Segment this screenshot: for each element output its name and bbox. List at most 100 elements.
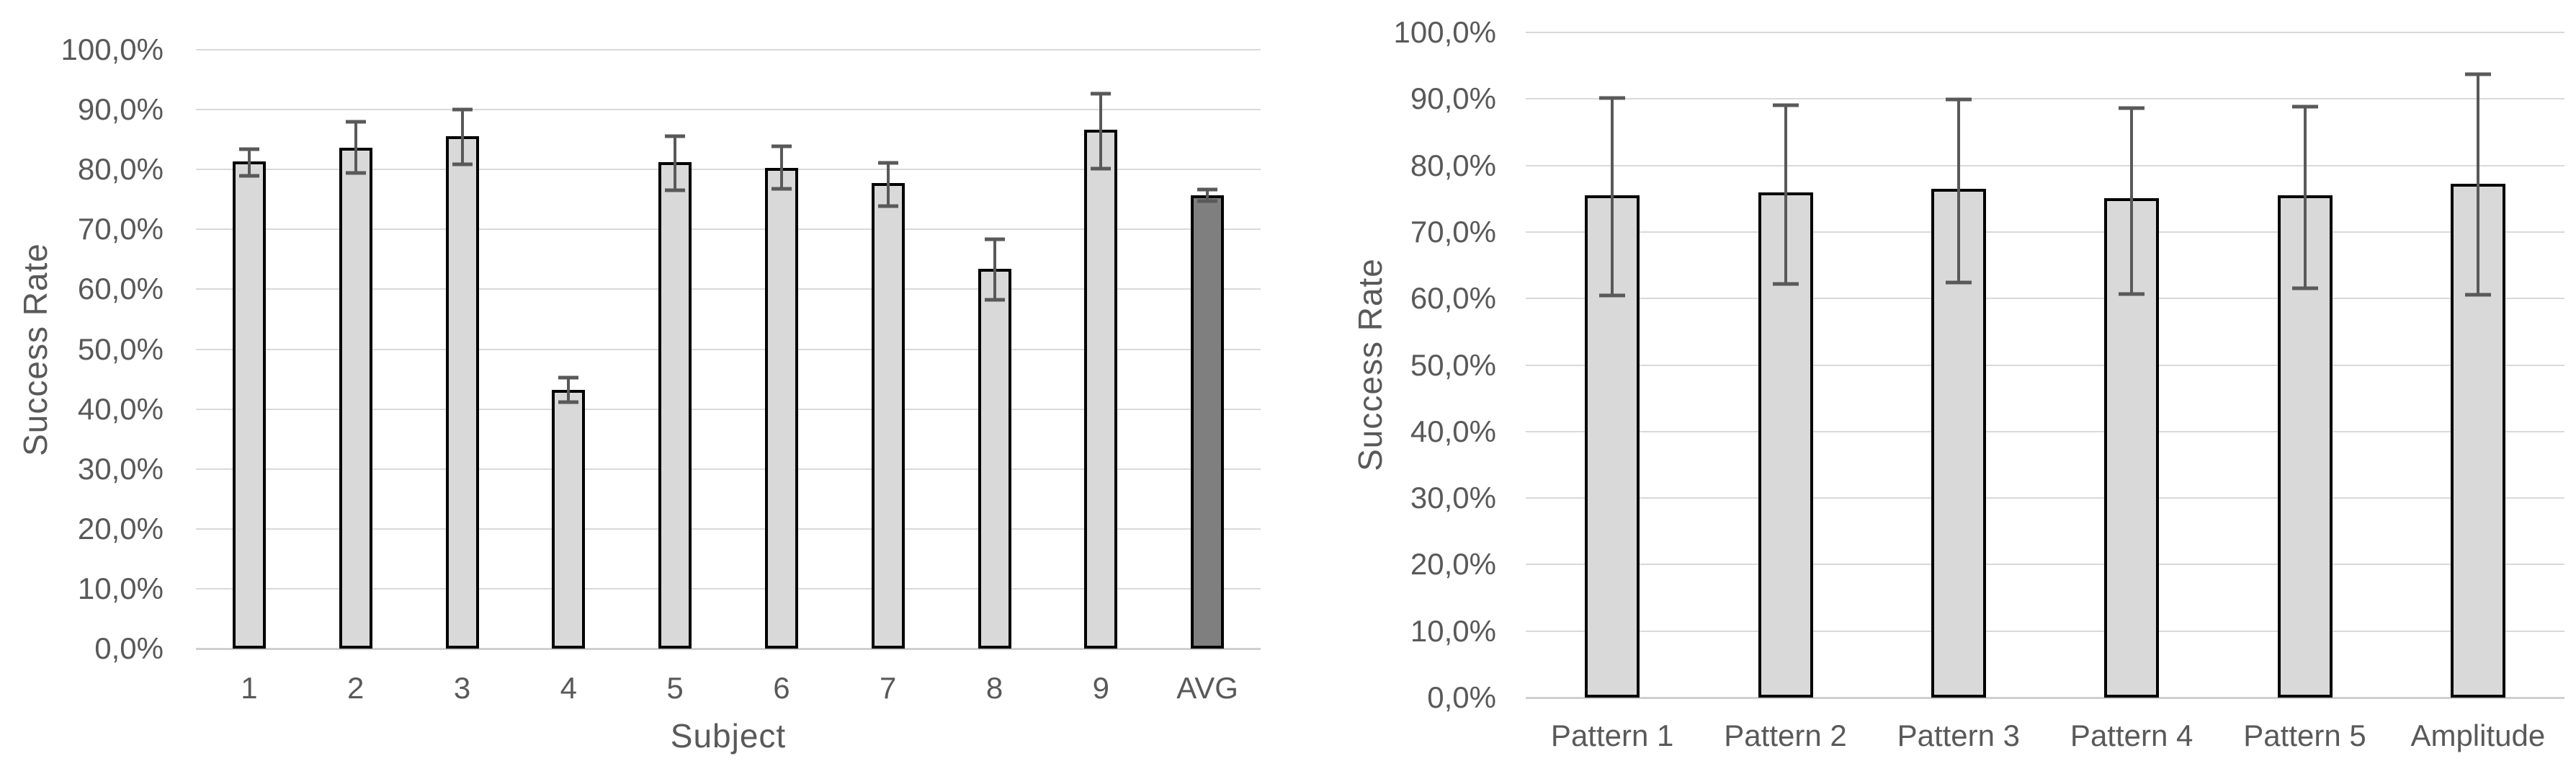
x-category-label-pattern-5: Pattern 5 <box>2243 719 2366 752</box>
y-tick-label-50: 50,0% <box>77 332 164 366</box>
bar-9 <box>1084 129 1118 649</box>
error-cap-bottom-7 <box>877 204 898 208</box>
error-bar-6 <box>779 146 783 189</box>
gridline-20 <box>1526 564 2564 566</box>
gridline-40 <box>1526 430 2564 432</box>
error-bar-4 <box>567 377 571 402</box>
error-cap-top-pattern-5 <box>2291 104 2318 109</box>
y-tick-label-0: 0,0% <box>94 631 164 665</box>
gridline-90 <box>1526 98 2564 100</box>
error-cap-top-3 <box>452 107 473 112</box>
error-cap-bottom-5 <box>665 188 686 192</box>
y-tick-label-30: 30,0% <box>1410 481 1496 515</box>
gridline-30 <box>196 468 1261 470</box>
y-tick-label-30: 30,0% <box>77 451 164 486</box>
error-bar-pattern-2 <box>1784 104 1787 284</box>
error-cap-top-6 <box>771 144 792 148</box>
bar-pattern-2 <box>1758 192 1813 698</box>
error-bar-3 <box>460 110 464 164</box>
error-bar-7 <box>886 163 890 206</box>
x-category-label-7: 7 <box>880 671 897 705</box>
gridline-80 <box>196 169 1261 171</box>
bar-6 <box>764 167 798 649</box>
x-category-label-4: 4 <box>560 671 577 705</box>
error-cap-bottom-8 <box>984 298 1005 302</box>
error-bar-9 <box>1099 94 1103 169</box>
error-cap-bottom-4 <box>558 400 579 404</box>
y-tick-label-80: 80,0% <box>1410 148 1496 182</box>
y-tick-label-60: 60,0% <box>1410 281 1496 316</box>
y-tick-label-90: 90,0% <box>1410 81 1496 116</box>
error-cap-top-pattern-2 <box>1772 103 1799 107</box>
x-category-label-6: 6 <box>773 671 790 705</box>
error-bar-amplitude <box>2476 74 2479 295</box>
y-tick-label-0: 0,0% <box>1427 680 1496 714</box>
x-category-label-1: 1 <box>241 671 258 705</box>
x-axis-line <box>1526 697 2564 699</box>
gridline-70 <box>196 228 1261 231</box>
error-bar-pattern-3 <box>1956 99 1960 283</box>
x-category-label-pattern-2: Pattern 2 <box>1724 719 1847 752</box>
y-tick-label-80: 80,0% <box>77 152 164 187</box>
error-bar-pattern-1 <box>1611 98 1614 295</box>
error-cap-bottom-pattern-5 <box>2291 286 2318 290</box>
x-category-label-pattern-3: Pattern 3 <box>1897 719 2021 752</box>
error-cap-top-4 <box>558 375 579 380</box>
error-cap-top-5 <box>665 134 686 138</box>
gridline-80 <box>1526 164 2564 166</box>
x-category-label-8: 8 <box>985 671 1003 705</box>
gridline-70 <box>1526 231 2564 233</box>
y-tick-label-60: 60,0% <box>77 272 164 306</box>
error-cap-bottom-pattern-1 <box>1599 293 1626 298</box>
error-cap-bottom-pattern-3 <box>1945 280 1972 285</box>
error-cap-top-pattern-3 <box>1945 97 1972 102</box>
gridline-50 <box>196 348 1261 350</box>
x-category-label-pattern-1: Pattern 1 <box>1550 719 1674 752</box>
error-cap-bottom-pattern-4 <box>2119 292 2145 296</box>
error-bar-8 <box>993 239 996 301</box>
error-cap-top-8 <box>984 237 1005 241</box>
x-category-label-pattern-4: Pattern 4 <box>2070 719 2193 752</box>
x-axis-line <box>196 648 1261 650</box>
error-bar-pattern-5 <box>2303 107 2307 289</box>
error-bar-avg <box>1206 190 1209 202</box>
y-tick-label-70: 70,0% <box>1410 214 1496 249</box>
error-cap-bottom-3 <box>452 162 473 166</box>
x-category-label-5: 5 <box>666 671 684 705</box>
x-category-label-9: 9 <box>1092 671 1109 705</box>
gridline-10 <box>1526 630 2564 632</box>
error-bar-2 <box>354 121 357 174</box>
y-tick-label-90: 90,0% <box>77 92 164 127</box>
error-cap-top-amplitude <box>2464 72 2491 76</box>
y-tick-label-10: 10,0% <box>77 571 164 605</box>
x-category-label-2: 2 <box>347 671 365 705</box>
gridline-20 <box>196 528 1261 530</box>
y-tick-label-20: 20,0% <box>77 511 164 546</box>
error-bar-5 <box>674 136 677 191</box>
y-tick-label-20: 20,0% <box>1410 547 1496 582</box>
error-cap-top-7 <box>877 161 898 165</box>
y-tick-label-10: 10,0% <box>1410 613 1496 648</box>
bar-avg <box>1191 195 1225 649</box>
gridline-10 <box>196 587 1261 590</box>
bar-3 <box>445 135 479 649</box>
error-cap-bottom-9 <box>1091 166 1112 171</box>
y-tick-label-50: 50,0% <box>1410 347 1496 382</box>
bar-1 <box>232 161 266 649</box>
error-bar-1 <box>247 148 251 177</box>
error-cap-top-avg <box>1197 187 1218 192</box>
error-cap-top-9 <box>1091 92 1112 96</box>
bar-7 <box>871 183 905 649</box>
gridline-90 <box>196 109 1261 111</box>
error-cap-top-1 <box>238 147 259 151</box>
error-cap-bottom-avg <box>1197 199 1218 203</box>
gridline-100 <box>196 49 1261 50</box>
gridline-30 <box>1526 497 2564 499</box>
error-bar-pattern-4 <box>2130 108 2134 294</box>
error-cap-top-pattern-1 <box>1599 96 1626 100</box>
error-cap-bottom-pattern-2 <box>1772 282 1799 286</box>
gridline-40 <box>196 408 1261 410</box>
gridline-50 <box>1526 364 2564 366</box>
bar-8 <box>978 269 1011 649</box>
